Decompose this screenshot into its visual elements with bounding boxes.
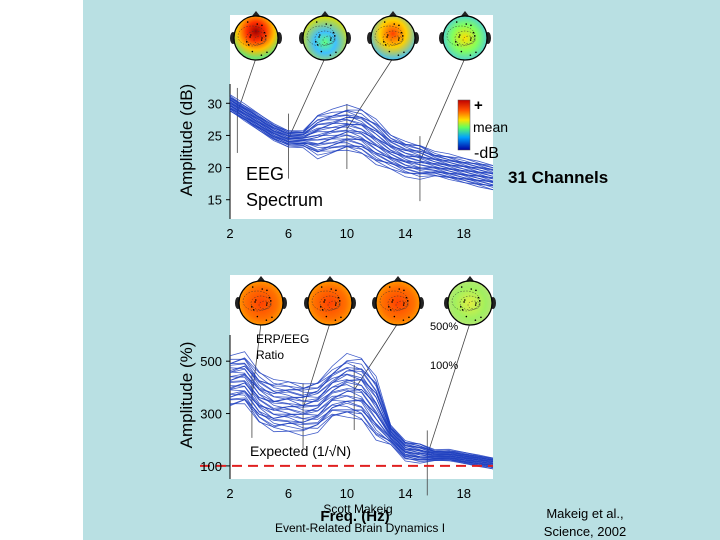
channel-trace bbox=[229, 109, 494, 187]
topomap-connector bbox=[288, 57, 326, 139]
channel-trace bbox=[229, 94, 494, 168]
color-scale-mean: mean bbox=[473, 119, 508, 135]
scalp-topomap bbox=[444, 276, 496, 326]
scalp-topomap bbox=[235, 276, 287, 326]
x-tick-label: 2 bbox=[226, 486, 233, 501]
top-chart-title-line1: EEG bbox=[246, 164, 284, 184]
x-tick-label: 18 bbox=[457, 486, 471, 501]
x-tick-label: 10 bbox=[340, 226, 354, 241]
topomap-connector bbox=[419, 57, 466, 162]
citation-line1: Makeig et al., bbox=[546, 506, 623, 521]
channel-trace bbox=[229, 357, 494, 459]
channel-trace bbox=[229, 107, 494, 188]
author-credit: Scott Makeig bbox=[323, 502, 392, 516]
citation-line2: Science, 2002 bbox=[544, 524, 626, 539]
y-tick-label: 20 bbox=[208, 161, 222, 176]
topomap-connector bbox=[353, 322, 399, 391]
scalp-topomap bbox=[230, 11, 282, 61]
y-tick-label: 15 bbox=[208, 193, 222, 208]
bottom-x-axis-label: Freq. (Hz) bbox=[320, 508, 389, 525]
channel-trace bbox=[229, 367, 494, 461]
y-tick-label: 500 bbox=[200, 354, 222, 369]
expected-label: Expected (1/√N) bbox=[250, 443, 351, 459]
y-tick-label: 300 bbox=[200, 407, 222, 422]
eeg-spectrum-chart: 30 25 20 15 2 6 10 14 18 Amplitude (dB) EEG Spe… bbox=[177, 11, 608, 241]
x-tick-label: 6 bbox=[285, 486, 292, 501]
scalp-topomap bbox=[372, 276, 424, 326]
color-scale-minus: -dB bbox=[474, 145, 499, 162]
bottom-traces bbox=[229, 351, 494, 470]
y-tick-label: 25 bbox=[208, 128, 222, 143]
ratio-title-line2: Ratio bbox=[256, 348, 284, 362]
x-tick-label: 10 bbox=[340, 486, 354, 501]
topomap-connector bbox=[426, 322, 471, 456]
channel-trace bbox=[229, 98, 494, 170]
x-tick-label: 6 bbox=[285, 226, 292, 241]
scalp-topomap bbox=[439, 11, 491, 61]
channel-trace bbox=[229, 403, 494, 468]
channels-annotation: 31 Channels bbox=[508, 168, 608, 187]
top-traces bbox=[229, 94, 494, 191]
ratio-title-line1: ERP/EEG bbox=[256, 332, 309, 346]
channel-trace bbox=[229, 376, 494, 464]
bottom-y-axis-label: Amplitude (%) bbox=[177, 342, 196, 449]
annotation-500pct: 500% bbox=[430, 321, 458, 333]
channel-trace bbox=[229, 106, 494, 187]
channel-trace bbox=[229, 101, 494, 178]
channel-trace bbox=[229, 96, 494, 166]
annotation-100pct: 100% bbox=[430, 360, 458, 372]
x-tick-label: 14 bbox=[398, 226, 412, 241]
channel-trace bbox=[229, 96, 494, 166]
channel-trace bbox=[229, 104, 494, 178]
y-tick-label: 100 bbox=[200, 459, 222, 474]
x-tick-label: 18 bbox=[457, 226, 471, 241]
scalp-topomap bbox=[367, 11, 419, 61]
erp-eeg-ratio-chart: Expected (1/√N) 500 300 100 2 6 10 14 18 Ampli… bbox=[177, 275, 496, 525]
x-tick-label: 14 bbox=[398, 486, 412, 501]
x-tick-label: 2 bbox=[226, 226, 233, 241]
channel-trace bbox=[229, 103, 494, 182]
top-y-axis-label: Amplitude (dB) bbox=[177, 84, 196, 196]
scalp-topomap bbox=[304, 276, 356, 326]
top-chart-title-line2: Spectrum bbox=[246, 190, 323, 210]
footer-caption: Event-Related Brain Dynamics I bbox=[275, 521, 445, 535]
channel-trace bbox=[229, 385, 494, 464]
color-scale-bar bbox=[457, 99, 471, 151]
scalp-topomap bbox=[299, 11, 351, 61]
channel-trace bbox=[229, 95, 494, 170]
channel-trace bbox=[229, 351, 494, 460]
channel-trace bbox=[229, 362, 494, 459]
y-tick-label: 30 bbox=[208, 96, 222, 111]
channel-trace bbox=[229, 394, 494, 468]
color-scale-plus: + bbox=[474, 97, 483, 114]
